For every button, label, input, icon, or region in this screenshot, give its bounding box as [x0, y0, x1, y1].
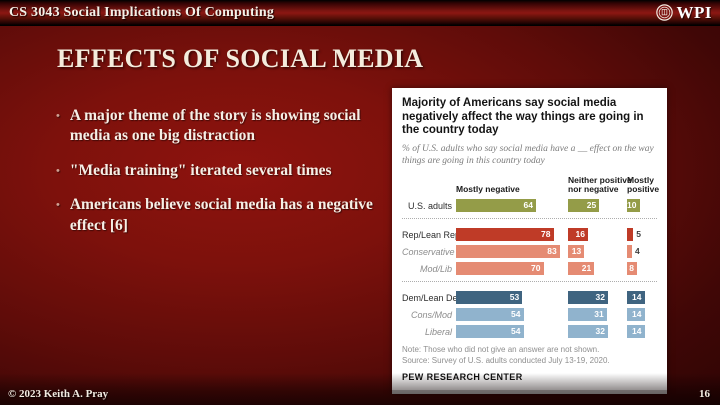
- bar-value-label: 14: [632, 292, 642, 302]
- bar: [627, 228, 634, 241]
- row-bars: 64 25 10: [456, 199, 657, 212]
- group-separator: [402, 281, 657, 282]
- bar-value-label: 54: [511, 326, 521, 336]
- bar-value-label: 64: [523, 200, 533, 210]
- bar: 14: [627, 325, 645, 338]
- chart-row: Mod/Lib 70 21 8: [402, 262, 657, 275]
- chart-row: Cons/Mod 54 31 14: [402, 308, 657, 321]
- bar: 21: [568, 262, 595, 275]
- bar-value-label: 54: [511, 309, 521, 319]
- header-bar: CS 3043 Social Implications Of Computing…: [0, 0, 720, 26]
- row-label: Cons/Mod: [410, 309, 452, 320]
- bar: 32: [568, 325, 608, 338]
- row-bars: 54 32 14: [456, 325, 657, 338]
- page-title: EFFECTS OF SOCIAL MEDIA: [57, 44, 424, 73]
- bar: 64: [456, 199, 536, 212]
- bar-value-label: 25: [586, 200, 597, 210]
- chart-row: Rep/Lean Rep 78 16 5: [402, 228, 657, 241]
- row-label: Liberal: [424, 326, 452, 337]
- bar-value-label: 14: [632, 326, 642, 336]
- bar: 25: [568, 199, 600, 212]
- wpi-logo-text: WPI: [676, 2, 712, 22]
- bar: 70: [456, 262, 544, 275]
- bar: 8: [627, 262, 637, 275]
- bar: [627, 245, 632, 258]
- chart-note: Note: Those who did not give an answer a…: [402, 344, 657, 366]
- bar: 16: [568, 228, 588, 241]
- bar-value-label: 70: [531, 263, 541, 273]
- row-label: Rep/Lean Rep: [402, 229, 461, 240]
- row-bars: 53 32 14: [456, 291, 657, 304]
- bullet-icon: •: [56, 164, 60, 177]
- chart-subtitle: % of U.S. adults who say social media ha…: [402, 143, 654, 166]
- bar: 14: [627, 291, 645, 304]
- bar: 31: [568, 308, 607, 321]
- chart-title: Majority of Americans say social media n…: [402, 97, 644, 137]
- row-bars: 70 21 8: [456, 262, 657, 275]
- bar-value-label: 13: [571, 246, 582, 256]
- row-label: Conservative: [402, 246, 455, 257]
- bar: 54: [456, 308, 524, 321]
- bar: 10: [627, 199, 640, 212]
- chart-panel: Majority of Americans say social media n…: [392, 88, 667, 395]
- group-separator: [402, 218, 657, 219]
- bar: 32: [568, 291, 608, 304]
- bar: 83: [456, 245, 560, 258]
- course-title: CS 3043 Social Implications Of Computing: [9, 4, 275, 20]
- bar-value-label: 8: [629, 263, 634, 273]
- bar: 14: [627, 308, 645, 321]
- bar-value-label: 10: [627, 200, 637, 210]
- bullet-icon: •: [56, 110, 60, 122]
- footer-copyright: © 2023 Keith A. Pray: [8, 388, 109, 400]
- bullet-item: • A major theme of the story is showing …: [56, 106, 386, 147]
- bar: 54: [456, 325, 524, 338]
- wpi-logo: WPI: [655, 2, 713, 23]
- bar-value-label: 14: [632, 309, 642, 319]
- wpi-seal-icon: [655, 4, 673, 21]
- chart-note-line: Note: Those who did not give an answer a…: [402, 345, 600, 354]
- bullet-list: • A major theme of the story is showing …: [56, 106, 386, 250]
- bullet-icon: •: [56, 199, 60, 212]
- chart-column-headers: Mostly negative Neither positive nor neg…: [402, 171, 659, 196]
- chart-row: Dem/Lean Dem 53 32 14: [402, 291, 657, 304]
- bar: 53: [456, 291, 523, 304]
- bar-value-label: 4: [635, 246, 640, 256]
- bullet-item: • "Media training" iterated several time…: [56, 161, 386, 181]
- bar-value-label: 32: [595, 326, 605, 336]
- bar-value-label: 78: [541, 229, 551, 239]
- bar-value-label: 21: [581, 263, 592, 273]
- bullet-text: Americans believe social media has a neg…: [69, 196, 373, 234]
- bullet-text: A major theme of the story is showing so…: [69, 107, 361, 145]
- row-label: U.S. adults: [407, 200, 452, 211]
- column-header-mostly-negative: Mostly negative: [456, 184, 520, 195]
- bar: 78: [456, 228, 554, 241]
- row-label: Dem/Lean Dem: [402, 292, 466, 303]
- bar: 13: [568, 245, 585, 258]
- row-bars: 83 13 4: [456, 245, 657, 258]
- bar-value-label: 5: [636, 229, 641, 239]
- chart-groups: U.S. adults 64 25 10 Rep/Lean Rep 78 16 5 Conser…: [402, 199, 657, 338]
- chart-row: U.S. adults 64 25 10: [402, 199, 657, 212]
- bar-value-label: 53: [509, 292, 520, 302]
- column-header-neither: Neither positive nor negative: [568, 174, 632, 195]
- bar-value-label: 16: [575, 229, 585, 239]
- bullet-item: • Americans believe social media has a n…: [56, 195, 386, 236]
- bar-value-label: 32: [595, 292, 605, 302]
- bar-value-label: 31: [594, 309, 604, 319]
- chart-source-line: Source: Survey of U.S. adults conducted …: [402, 356, 610, 366]
- column-header-mostly-positive: Mostly positive: [627, 174, 660, 195]
- bullet-text: "Media training" iterated several times: [69, 161, 332, 179]
- row-bars: 78 16 5: [456, 228, 657, 241]
- row-label: Mod/Lib: [419, 263, 452, 274]
- page-number: 16: [699, 388, 710, 400]
- chart-row: Liberal 54 32 14: [402, 325, 657, 338]
- chart-row: Conservative 83 13 4: [402, 245, 657, 258]
- bar-value-label: 83: [547, 246, 557, 256]
- footer-bar: [0, 373, 720, 405]
- row-bars: 54 31 14: [456, 308, 657, 321]
